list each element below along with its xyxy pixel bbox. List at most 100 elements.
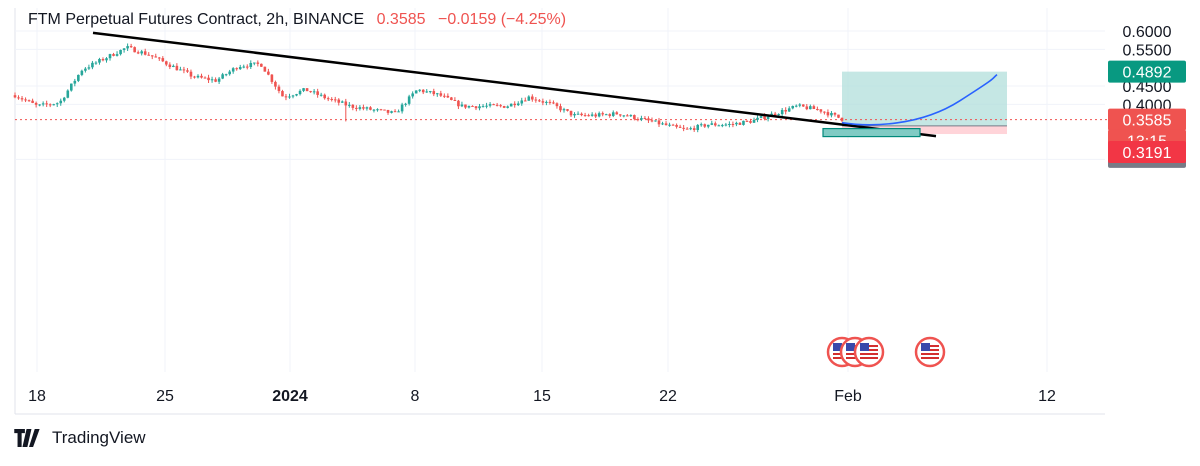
candle-body xyxy=(576,113,580,115)
candle-body xyxy=(136,52,140,54)
candle-body xyxy=(122,48,126,50)
candle-body xyxy=(608,114,612,116)
candle-body xyxy=(801,104,805,107)
candle xyxy=(580,112,583,117)
candle xyxy=(545,100,548,106)
candle xyxy=(678,124,682,128)
candle-body xyxy=(101,59,105,61)
candle xyxy=(731,121,735,128)
candle xyxy=(260,63,263,67)
candle xyxy=(165,60,168,67)
candle xyxy=(534,97,538,103)
symbol-title[interactable]: FTM Perpetual Futures Contract, 2h, BINA… xyxy=(28,11,365,28)
candle xyxy=(752,117,756,123)
candle-body xyxy=(24,99,27,101)
candle xyxy=(404,102,407,107)
candle-body xyxy=(717,125,721,127)
candle-body xyxy=(143,51,147,55)
candle-body xyxy=(794,105,798,107)
candle-body xyxy=(87,67,91,69)
candle xyxy=(499,104,502,108)
x-tick-label: 12 xyxy=(1038,388,1056,405)
candle-body xyxy=(559,106,562,111)
candle-body xyxy=(38,104,41,106)
candle xyxy=(506,105,509,109)
candle-body xyxy=(450,97,453,100)
candle-body xyxy=(358,107,362,109)
candle-body xyxy=(193,76,196,78)
candle xyxy=(168,62,172,70)
candle xyxy=(13,92,17,99)
candle-body xyxy=(407,96,411,104)
candle xyxy=(390,110,393,114)
x-tick-label: Feb xyxy=(834,388,862,405)
candle xyxy=(611,110,615,118)
candle-body xyxy=(298,90,302,95)
candle xyxy=(601,111,604,117)
candle-body xyxy=(798,104,802,106)
candle-body xyxy=(52,104,56,106)
candle-body xyxy=(492,104,495,106)
candle xyxy=(24,97,27,103)
candle-body xyxy=(404,103,407,105)
candle xyxy=(608,113,612,118)
candle-body xyxy=(161,58,165,62)
candle-body xyxy=(467,105,471,108)
candle xyxy=(699,122,703,127)
candle xyxy=(668,122,671,127)
candle xyxy=(587,113,590,117)
candle-body xyxy=(386,109,390,113)
candle-body xyxy=(129,46,133,48)
candle-body xyxy=(710,123,714,125)
candle-body xyxy=(773,113,777,116)
candle xyxy=(309,90,312,93)
candle xyxy=(443,93,446,99)
candle-body xyxy=(678,126,682,128)
candle xyxy=(450,96,453,101)
candle xyxy=(87,64,91,70)
candle-body xyxy=(284,96,288,98)
candle xyxy=(555,102,559,109)
candle-body xyxy=(640,118,643,120)
candle xyxy=(397,109,400,113)
candle-body xyxy=(777,114,780,116)
candle-body xyxy=(457,100,460,107)
candle-body xyxy=(728,123,731,125)
candle xyxy=(478,103,481,111)
tradingview-branding[interactable]: TradingView xyxy=(14,428,146,448)
candle-body xyxy=(812,106,816,110)
candle xyxy=(685,126,689,130)
candle-body xyxy=(432,91,436,95)
chart-header: FTM Perpetual Futures Contract, 2h, BINA… xyxy=(28,11,566,29)
candle xyxy=(379,108,383,111)
us-flag-icon[interactable] xyxy=(853,336,885,368)
candle-body xyxy=(675,124,678,127)
candle xyxy=(692,125,696,132)
candle-body xyxy=(263,66,267,72)
candle xyxy=(724,122,728,127)
candle-body xyxy=(597,113,601,117)
candle xyxy=(400,102,404,114)
candle-body xyxy=(66,90,70,98)
candle xyxy=(362,104,365,111)
candle xyxy=(643,116,647,120)
candle-body xyxy=(805,106,809,110)
candle-body xyxy=(756,117,759,120)
candle xyxy=(140,49,143,56)
us-flag-icon[interactable] xyxy=(914,336,946,368)
candle xyxy=(66,89,70,99)
candle-body xyxy=(383,109,386,111)
candle-body xyxy=(270,74,274,82)
candle xyxy=(263,66,267,72)
candle-body xyxy=(569,110,573,116)
candle xyxy=(330,97,334,102)
candle xyxy=(62,96,66,103)
candle-body xyxy=(573,113,576,116)
candle-body xyxy=(552,102,555,104)
candle xyxy=(467,105,471,109)
candle-body xyxy=(157,57,161,59)
candle-body xyxy=(379,109,383,111)
candle-body xyxy=(196,75,200,78)
candle-body xyxy=(17,97,20,99)
